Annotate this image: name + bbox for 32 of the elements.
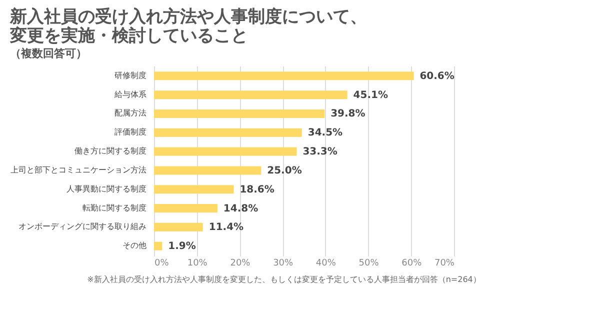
data-label: 33.3% xyxy=(302,146,338,158)
y-tick-label: オンボーディングに関する取り組み xyxy=(18,222,146,232)
y-tick-label: 人事異動に関する制度 xyxy=(66,184,146,194)
y-tick-label: 働き方に関する制度 xyxy=(74,146,146,156)
x-tick-label: 40% xyxy=(316,258,336,268)
data-label: 11.4% xyxy=(208,222,244,234)
y-tick-label: 評価制度 xyxy=(114,128,146,137)
x-tick-label: 10% xyxy=(187,258,208,268)
data-label: 1.9% xyxy=(168,241,196,252)
data-label: 25.0% xyxy=(267,165,302,176)
data-label: 14.8% xyxy=(223,203,258,214)
text: （複数回答可） xyxy=(10,47,87,60)
x-tick-label: 60% xyxy=(402,258,422,268)
data-label: 18.6% xyxy=(240,184,274,196)
y-tick-label: 上司と部下とコミュニケーション方法 xyxy=(10,165,146,174)
text: 新入社員の受け入れ方法や人事制度について、 xyxy=(10,7,367,27)
x-tick-label: 30% xyxy=(273,258,294,268)
y-tick-label: 配属方法 xyxy=(114,108,146,118)
y-tick-label: 転勤に関する制度 xyxy=(82,203,146,212)
x-tick-label: 50% xyxy=(358,258,380,268)
x-tick-label: 0% xyxy=(154,258,170,268)
text: ※新入社員の受け入れ方法や人事制度を変更した、もしくは変更を予定している人事担当者が回答（n=264） xyxy=(87,275,481,284)
y-tick-label: 研修制度 xyxy=(114,70,146,80)
y-tick-label: 給与体系 xyxy=(114,90,146,99)
data-label: 34.5% xyxy=(308,128,343,139)
text: 変更を実施・検討していること xyxy=(10,26,248,46)
x-tick-label: 70% xyxy=(434,258,455,268)
x-tick-label: 20% xyxy=(230,258,251,268)
data-label: 45.1% xyxy=(353,90,388,101)
data-label: 60.6% xyxy=(420,70,454,82)
data-label: 39.8% xyxy=(330,108,366,120)
y-tick-label: その他 xyxy=(122,241,146,250)
